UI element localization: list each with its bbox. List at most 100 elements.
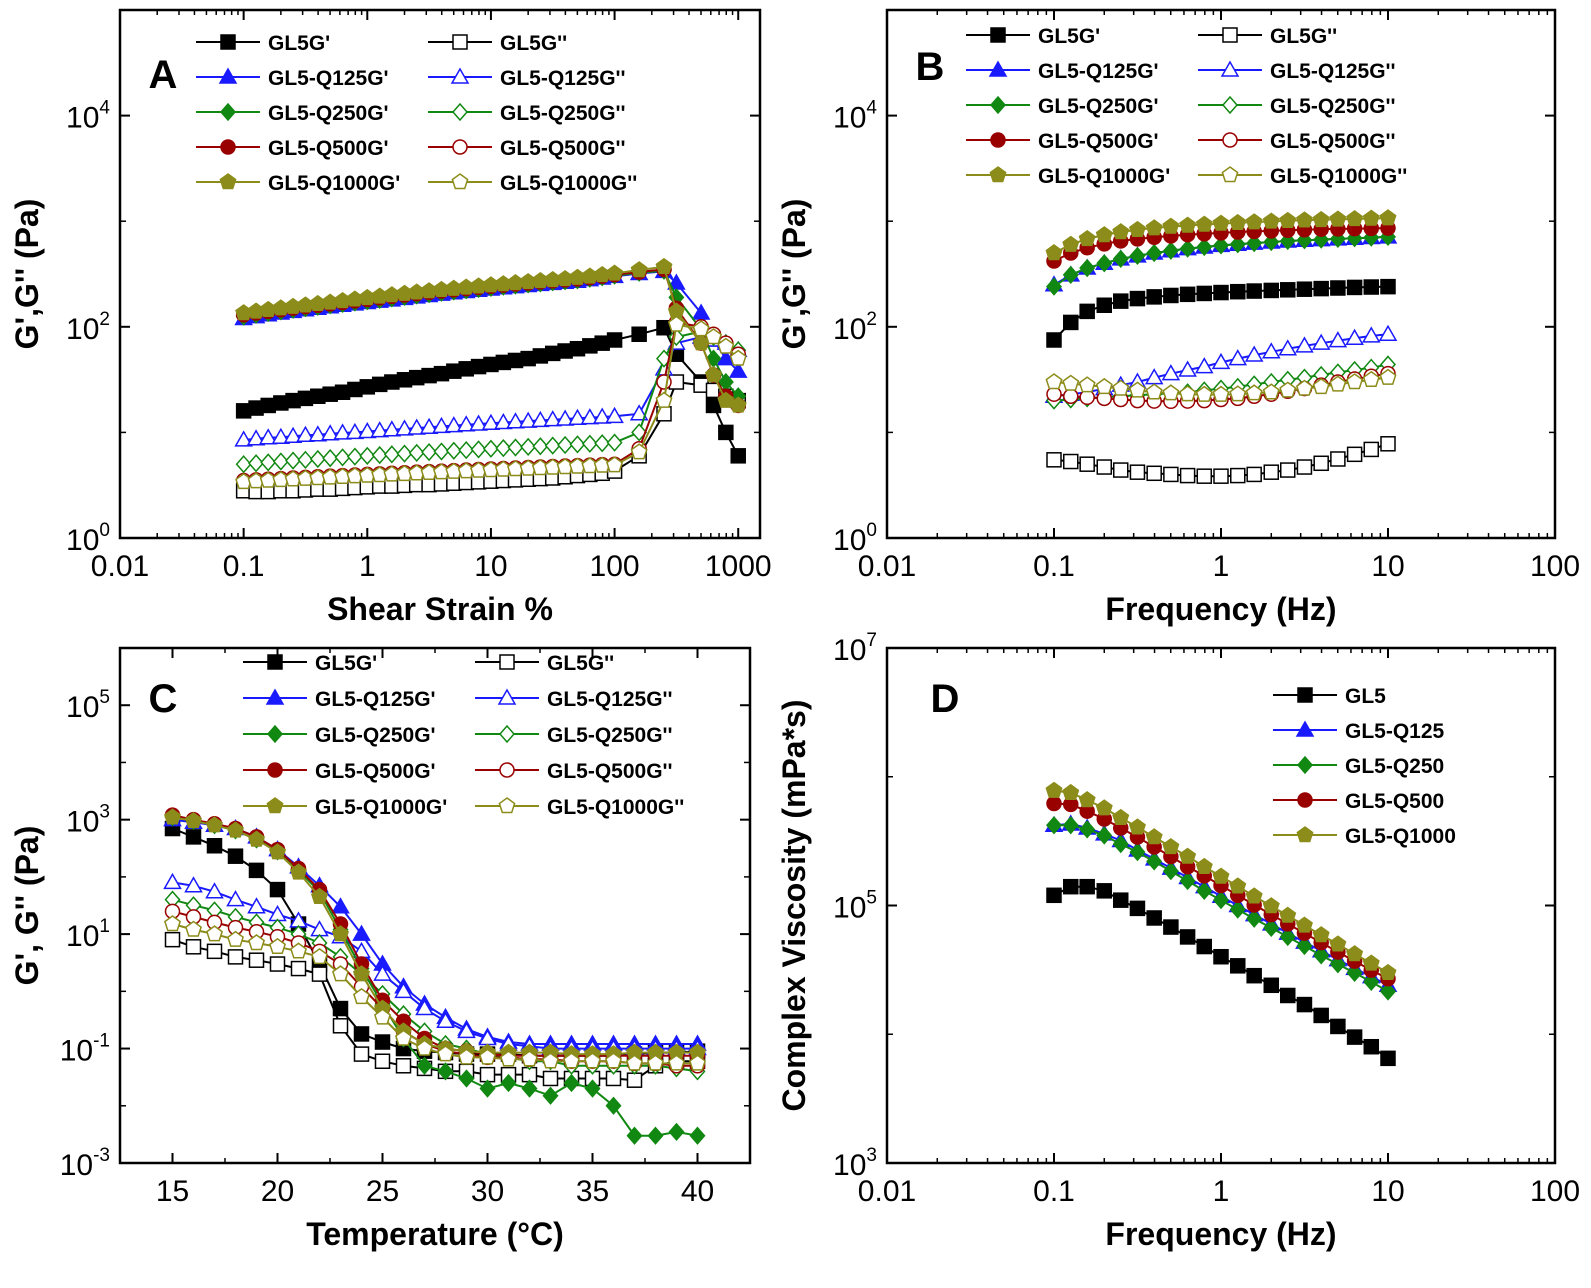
panel-b-y-axis-title: G',G'' (Pa) [776, 199, 812, 350]
panel-a-data-point [705, 366, 722, 383]
panel-a-data-point [395, 419, 414, 436]
panel-c-legend-label: GL5-Q500G' [315, 760, 436, 783]
panel-c-legend-item: GL5-Q125G'' [475, 688, 673, 711]
panel-d-legend-label: GL5-Q1000 [1345, 825, 1456, 848]
panel-b-data-point [1196, 285, 1213, 302]
panel-b-legend-label: GL5-Q500G' [1038, 130, 1159, 153]
panel-a-legend-marker [452, 102, 468, 122]
panel-b-data-point [1263, 464, 1280, 480]
panel-c-data-point [584, 1079, 601, 1098]
panel-a-data-point [359, 446, 376, 465]
panel-a-legend-marker [452, 34, 468, 50]
panel-c-data-point [311, 887, 328, 904]
panel-c-x-tick-label: 35 [576, 1175, 609, 1208]
panel-c-data-point [479, 1048, 496, 1065]
panel-c-data-point [436, 1011, 455, 1029]
panel-a-data-point [285, 451, 302, 470]
panel-a-data-point [308, 425, 328, 442]
panel-a-y-tick-label: 104 [66, 98, 110, 135]
panel-b-data-point [1196, 237, 1213, 257]
panel-d-data-point [1213, 891, 1229, 910]
panel-a-data-point [692, 320, 710, 337]
panel-c-legend-item: GL5-Q500G' [243, 760, 436, 783]
panel-a-legend-marker [218, 67, 238, 84]
panel-a-legend-item: GL5-Q500G'' [428, 137, 626, 160]
panel-a-legend-label: GL5-Q250G' [268, 102, 389, 125]
panel-c-data-point [500, 1073, 517, 1093]
panel-d-data-point [1329, 955, 1346, 974]
panel-a-data-point [260, 397, 276, 414]
panel-c-data-point [605, 1052, 622, 1069]
panel-b-data-point [1380, 436, 1396, 452]
panel-a-data-point [235, 455, 252, 474]
panel-c-series-gl5-q250g [164, 808, 706, 1145]
panel-c-data-point [374, 1008, 391, 1025]
panel-c-series-gl5-q1000g [164, 808, 706, 1062]
panel-d-data-point [1096, 883, 1113, 899]
panel-b-data-point [1146, 243, 1163, 263]
panel-b-data-point [1096, 297, 1113, 313]
panel-c-data-point [353, 1026, 370, 1042]
panel-d-data-point [1146, 910, 1162, 926]
panel-b-legend-item: GL5-Q125G'' [1198, 60, 1396, 83]
panel-c-series-gl5-q500g [164, 903, 706, 1074]
panel-c-legend-label: GL5-Q1000G' [315, 796, 447, 819]
panel-a-legend-label: GL5-Q500G' [268, 137, 389, 160]
panel-d-x-axis-title: Frequency (Hz) [1105, 1216, 1336, 1252]
panel-c-legend-label: GL5-Q500G'' [547, 760, 673, 783]
panel-c-data-point [269, 956, 286, 972]
panel-c-legend-item: GL5-Q1000G' [243, 796, 447, 819]
panel-b-data-point [1212, 214, 1230, 231]
panel-a-data-point [568, 408, 587, 426]
panel-a-data-point [630, 443, 648, 460]
panel-a-data-point [382, 420, 402, 437]
panel-b-data-point [1295, 336, 1314, 353]
panel-c-data-point [689, 1126, 706, 1145]
panel-d-data-point [1279, 927, 1296, 947]
panel-a-data-point [716, 349, 736, 366]
panel-c-data-point [437, 1062, 454, 1081]
panel-c-data-point [416, 1039, 433, 1056]
panel-c-data-point [457, 1021, 476, 1039]
panel-d-data-point [1112, 808, 1130, 826]
panel-b-data-point [1245, 213, 1263, 230]
panel-d-data-point [1146, 852, 1163, 871]
panel-c-legend-label: GL5G'' [547, 652, 614, 675]
panel-b-data-point [1346, 446, 1363, 463]
panel-d-legend-item: GL5-Q125 [1273, 720, 1445, 743]
panel-c-data-point [226, 890, 245, 907]
panel-a-legend-label: GL5-Q1000G' [268, 172, 400, 195]
panel-c-data-point [373, 964, 392, 981]
panel-b-legend-marker [1221, 166, 1239, 183]
panel-a-data-point [345, 422, 365, 440]
panel-c-legend-marker [498, 797, 516, 814]
panel-c-data-point [206, 838, 223, 854]
panel-c-data-point [227, 848, 244, 864]
panel-b-data-point [1263, 282, 1280, 299]
panel-b-data-point [1079, 456, 1095, 472]
panel-d-data-point [1163, 919, 1179, 935]
panel-c: 15 20 25 30 35 40 10-3 10-1 101 103 105 Temperature… [9, 646, 752, 1252]
panel-b-legend-label: GL5-Q1000G'' [1270, 165, 1407, 188]
panel-d-x-tick-label: 10 [1371, 1175, 1404, 1208]
panel-b-data-point [1212, 385, 1230, 402]
panel-a-data-point [631, 326, 647, 343]
panel-a-data-point [297, 450, 314, 469]
panel-c-data-point [563, 1073, 580, 1093]
panel-a-data-point [691, 303, 711, 320]
panel-b-frame [885, 8, 1557, 540]
panel-d-data-point [1296, 936, 1313, 956]
panel-a-data-point [557, 435, 574, 455]
panel-a-data-point [371, 445, 388, 465]
panel-b-legend-label: GL5-Q125G'' [1270, 60, 1396, 83]
panel-c-legend-marker [267, 654, 283, 670]
panel-b-data-point [1096, 254, 1113, 273]
panel-a-series-gl5-q250g [235, 322, 747, 474]
panel-b-data-point [1246, 466, 1262, 483]
panel-c-series-gl5g [164, 931, 706, 1088]
panel-a-data-point [357, 421, 377, 439]
panel-d-data-point [1195, 857, 1213, 874]
panel-a-legend-item: GL5-Q500G' [196, 137, 389, 160]
panel-b-data-point [1078, 229, 1096, 247]
panel-c-legend-item: GL5-Q1000G'' [475, 796, 684, 819]
